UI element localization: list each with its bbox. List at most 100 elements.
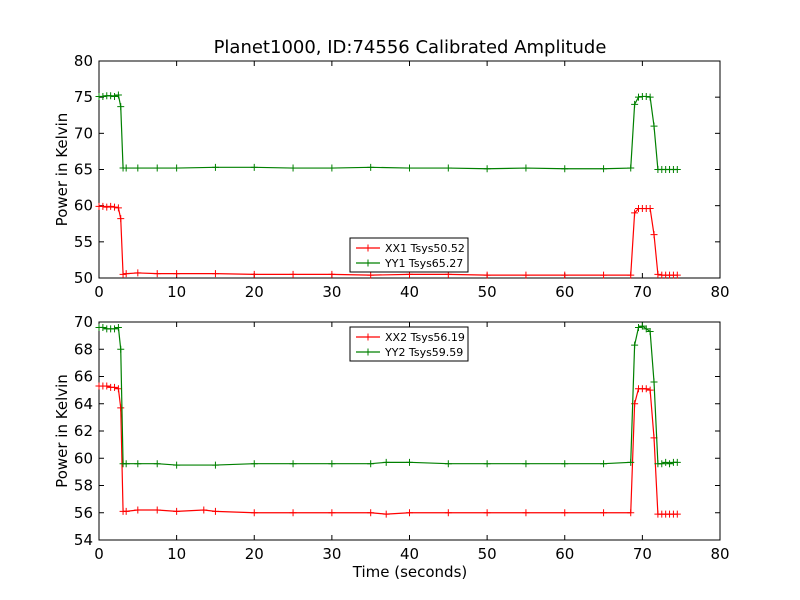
data-point [153,164,161,172]
y-tick-label: 60 [74,197,93,215]
data-point [122,270,130,278]
data-point [122,164,130,172]
legend-marker [364,259,372,267]
data-point [114,385,122,393]
data-point [153,506,161,514]
series-line-1 [99,385,678,515]
data-point [114,91,122,99]
data-point [328,270,336,278]
data-point [134,460,142,468]
y-tick-label: 54 [74,531,93,549]
data-point [114,323,122,331]
x-tick-label: 20 [245,283,264,301]
legend-marker [364,244,372,252]
data-point [367,271,375,279]
data-point [117,404,125,412]
data-point [114,204,122,212]
data-point [122,507,130,515]
legend: XX1 Tsys50.52 YY1 Tsys65.27 [349,237,469,273]
data-point [627,271,635,279]
data-point [561,460,569,468]
y-tick-label: 58 [74,477,93,495]
x-tick-label: 40 [400,283,419,301]
data-point [600,165,608,173]
data-point [638,322,646,330]
y-tick-label: 65 [74,161,93,179]
x-tick-label: 50 [478,545,497,563]
x-tick-label: 60 [555,545,574,563]
data-point [173,461,181,469]
data-point [103,382,111,390]
data-point [99,92,107,100]
x-tick-label: 0 [94,545,104,563]
data-point [662,458,670,466]
data-point [522,164,530,172]
data-point [658,460,666,468]
data-point [103,203,111,211]
data-point [483,165,491,173]
data-point [134,506,142,514]
bottom-plot: 0 10 20 30 40 50 60 70 80 54 56 58 60 62 64 66 68 70 Power… [53,313,730,563]
x-tick-label: 70 [633,545,652,563]
y-tick-label: 80 [74,52,93,70]
x-tick-label: 40 [400,545,419,563]
y-tick-label: 68 [74,340,93,358]
y-tick-label: 64 [74,395,93,413]
data-point [107,92,115,100]
data-point [153,460,161,468]
data-point [289,509,297,517]
x-tick-label: 30 [322,283,341,301]
data-point [111,383,119,391]
data-point [650,122,658,130]
data-point [134,269,142,277]
data-point [600,509,608,517]
x-axis-label: Time (seconds) [352,563,468,581]
data-point [406,164,413,172]
data-point [654,270,662,278]
data-point [367,460,375,468]
data-point [673,166,681,173]
data-point [673,510,681,518]
data-point [211,270,219,278]
y-tick-label: 55 [74,233,93,251]
data-point [289,164,297,172]
data-point [646,386,654,394]
legend-marker [364,348,372,356]
data-point [673,271,681,279]
data-point [117,345,125,353]
data-point [444,460,452,468]
data-point [99,323,107,331]
x-tick-label: 80 [710,545,729,563]
data-point [646,93,654,101]
data-point [200,506,208,514]
data-point [211,461,219,469]
data-point [522,271,530,279]
data-point [250,163,258,171]
data-point [289,270,297,278]
data-point [111,92,119,100]
x-tick-label: 10 [167,283,186,301]
x-tick-label: 20 [245,545,264,563]
y-axis-label: Power in Kelvin [53,113,71,227]
legend-marker [364,333,372,341]
y-tick-label: 56 [74,504,93,522]
y-tick-label: 75 [74,88,93,106]
x-tick-label: 50 [478,283,497,301]
data-point [250,270,258,278]
data-point [328,164,336,172]
data-point [673,458,681,466]
data-point [646,328,654,336]
data-point [631,100,639,108]
data-point [627,458,635,466]
data-point [367,163,375,171]
data-point [642,92,650,100]
data-point [642,385,650,393]
data-point [328,509,336,517]
y-tick-label: 62 [74,422,93,440]
y-tick-label: 70 [74,124,93,142]
data-point [627,164,635,172]
legend-label: XX2 Tsys56.19 [385,331,465,344]
data-point [631,209,639,217]
data-point [642,325,650,333]
